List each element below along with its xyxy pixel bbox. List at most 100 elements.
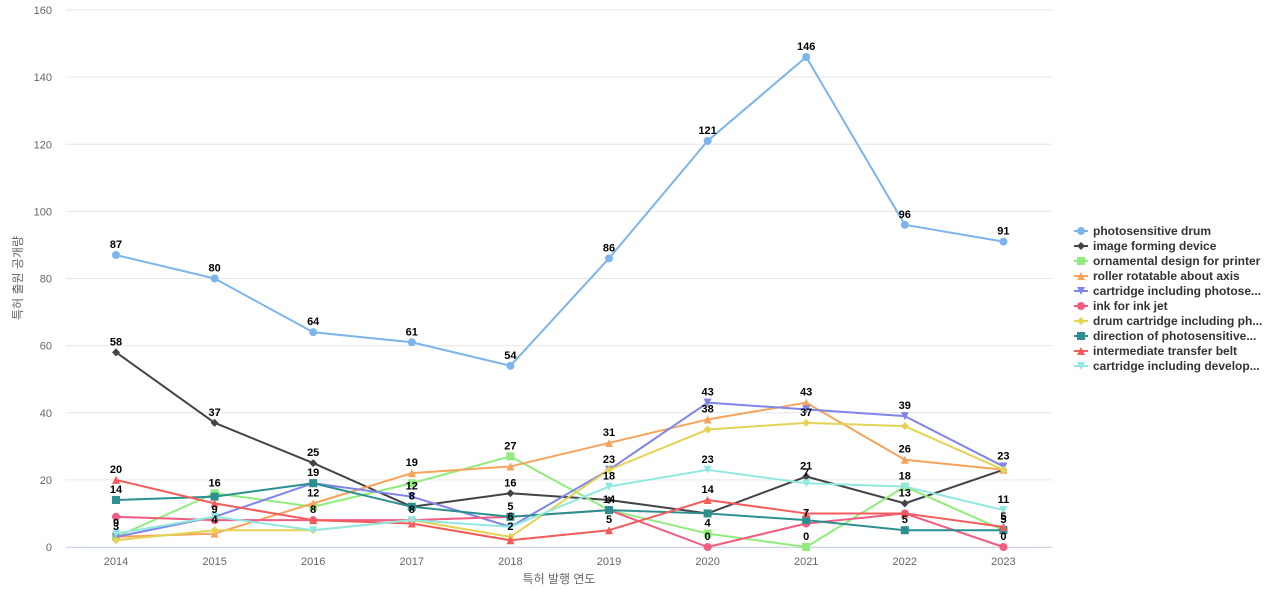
legend-label: drum cartridge including ph...	[1093, 314, 1262, 328]
legend-item[interactable]: cartridge including develop...	[1074, 359, 1260, 373]
legend-item[interactable]: direction of photosensitive...	[1074, 329, 1256, 343]
data-point	[407, 502, 416, 511]
data-label: 43	[701, 387, 713, 399]
x-tick-label: 2019	[597, 556, 621, 568]
series-line	[115, 509, 1004, 548]
data-label: 43	[800, 387, 812, 399]
data-label: 5	[1000, 511, 1006, 523]
series-line	[115, 351, 1004, 515]
data-point	[802, 398, 811, 407]
data-point	[407, 479, 416, 488]
legend-label: ornamental design for printer	[1093, 254, 1261, 268]
data-point	[605, 482, 613, 491]
data-label: 4	[212, 514, 219, 526]
data-point	[802, 516, 811, 525]
data-point	[703, 415, 712, 424]
series-7	[112, 479, 1008, 535]
x-tick-label: 2023	[991, 556, 1015, 568]
data-point	[506, 489, 515, 498]
legend-item[interactable]: drum cartridge including ph...	[1074, 314, 1262, 328]
x-tick-label: 2018	[498, 556, 522, 568]
data-label: 12	[406, 481, 418, 493]
data-label: 5	[507, 501, 513, 513]
data-point	[802, 472, 811, 481]
data-point	[309, 479, 318, 488]
x-tick-label: 2015	[202, 556, 226, 568]
data-point	[210, 418, 219, 427]
legend-marker	[1077, 227, 1085, 235]
data-point	[605, 496, 613, 505]
series-line	[115, 482, 1004, 532]
y-tick-label: 20	[40, 475, 52, 487]
data-point	[112, 529, 120, 538]
data-point	[999, 237, 1008, 246]
data-point	[210, 526, 219, 535]
data-point	[309, 499, 318, 508]
data-label: 23	[997, 450, 1009, 462]
legend-item[interactable]: ink for ink jet	[1074, 299, 1168, 313]
data-point	[112, 536, 120, 545]
data-label: 64	[307, 316, 320, 328]
data-point	[112, 348, 120, 357]
data-label: 5	[902, 514, 908, 526]
legend-label: photosensitive drum	[1093, 224, 1211, 238]
data-label: 37	[800, 407, 812, 419]
data-label: 5	[1000, 514, 1006, 526]
legend-marker	[1077, 257, 1085, 265]
data-point	[309, 459, 318, 468]
legend-item[interactable]: image forming device	[1074, 239, 1217, 253]
data-label: 23	[701, 454, 713, 466]
data-label: 14	[110, 484, 123, 496]
data-point	[703, 136, 712, 145]
data-point	[703, 509, 712, 518]
data-label: 11	[998, 494, 1010, 506]
data-point	[407, 516, 416, 525]
data-point	[802, 479, 811, 488]
data-label: 7	[803, 508, 809, 520]
legend-item[interactable]: ornamental design for printer	[1074, 254, 1261, 268]
legend-item[interactable]: intermediate transfer belt	[1074, 344, 1237, 358]
x-tick-label: 2020	[695, 556, 719, 568]
data-point	[506, 462, 515, 471]
data-point	[900, 422, 909, 431]
data-point	[506, 536, 515, 545]
data-point	[605, 506, 613, 515]
data-label: 19	[406, 457, 418, 469]
data-label: 6	[507, 511, 513, 523]
data-point	[900, 526, 909, 535]
data-point	[605, 254, 613, 263]
data-label: 87	[110, 239, 122, 251]
data-label: 9	[113, 518, 119, 530]
data-label: 16	[504, 477, 516, 489]
data-point	[605, 465, 613, 474]
data-label: 31	[603, 427, 615, 439]
data-label: 121	[698, 125, 716, 137]
axes: 특허 발행 연도 특허 출원 공개량	[11, 236, 595, 586]
data-label: 80	[208, 263, 220, 275]
data-label: 5	[606, 514, 612, 526]
data-point	[999, 506, 1008, 515]
data-label: 54	[504, 350, 517, 362]
data-point	[703, 425, 712, 434]
data-label: 8	[409, 504, 415, 516]
series-line	[115, 455, 1004, 548]
data-label: 13	[899, 487, 911, 499]
data-point	[506, 361, 515, 370]
series-0	[112, 52, 1008, 370]
data-label: 16	[208, 477, 220, 489]
series-line	[115, 55, 1004, 367]
data-point	[802, 418, 811, 427]
legend-item[interactable]: roller rotatable about axis	[1074, 269, 1240, 283]
data-point	[112, 512, 120, 521]
series-line	[115, 468, 1004, 535]
data-point	[112, 496, 120, 505]
data-label: 2	[507, 521, 513, 533]
data-point	[802, 543, 811, 551]
legend-item[interactable]: cartridge including photose...	[1074, 284, 1261, 298]
data-label: 9	[212, 504, 218, 516]
data-point	[900, 220, 909, 229]
legend-marker	[1077, 302, 1085, 310]
data-label: 0	[803, 531, 809, 543]
legend-item[interactable]: photosensitive drum	[1074, 224, 1211, 238]
